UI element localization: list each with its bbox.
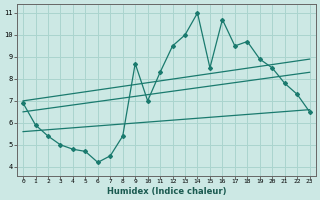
X-axis label: Humidex (Indice chaleur): Humidex (Indice chaleur): [107, 187, 226, 196]
